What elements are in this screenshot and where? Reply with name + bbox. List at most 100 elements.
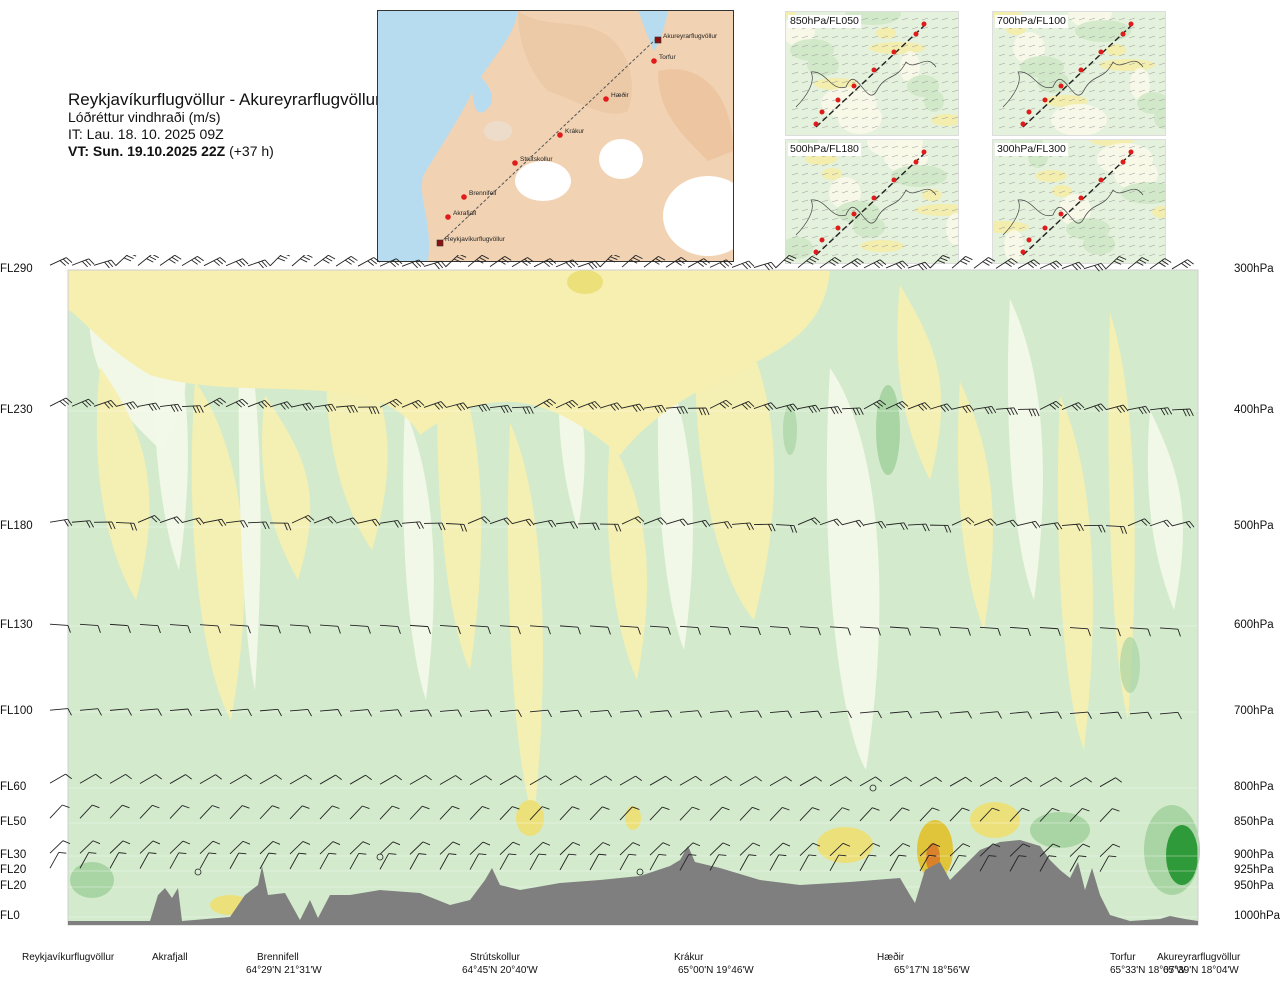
pressure-level-label: 900hPa [1234, 849, 1274, 861]
wind-barb [423, 522, 446, 531]
wind-barb [401, 521, 424, 530]
wind-barb [919, 854, 937, 872]
wind-barb [203, 257, 227, 267]
location-name: Reykjavíkurflugvöllur [22, 952, 115, 963]
location-name: Krákur [674, 952, 704, 963]
wind-barb [349, 805, 370, 820]
wind-barb [349, 841, 371, 855]
wind-barb [979, 626, 1001, 636]
wind-barb [79, 804, 100, 819]
wind-barb [93, 259, 117, 269]
wind-barb [619, 806, 640, 821]
wind-barb [599, 523, 622, 532]
wind-barb [841, 258, 864, 269]
wind-barb [199, 774, 222, 785]
pressure-level-label: 1000hPa [1234, 910, 1280, 922]
wind-barb [409, 853, 427, 870]
wind-barb [665, 406, 688, 415]
wind-barb [93, 400, 117, 409]
wind-barb [973, 257, 996, 269]
wind-barb [919, 843, 941, 857]
wind-barb [379, 853, 397, 870]
wind-barb [775, 524, 798, 533]
wind-barb [349, 709, 372, 717]
wind-barb [79, 623, 101, 633]
wind-barb [775, 403, 799, 413]
route-point-label: Hæðir [611, 91, 630, 99]
wind-barb [889, 776, 912, 787]
wind-barb [445, 402, 469, 411]
wind-barb [709, 842, 731, 856]
wind-barb [79, 708, 102, 716]
wind-barb [709, 521, 733, 529]
inset-map-svg [993, 12, 1165, 135]
wind-barb [863, 521, 887, 529]
inset-label: 300hPa/FL300 [995, 143, 1068, 156]
wind-barb [979, 807, 1000, 822]
wind-barb [919, 776, 942, 787]
route-point-label: Torfur [659, 54, 676, 61]
wind-barb [229, 708, 252, 717]
wind-barb [109, 804, 130, 819]
wind-barb [349, 774, 372, 785]
wind-barb [649, 710, 672, 718]
wind-barb [169, 840, 191, 854]
wind-barb [379, 841, 401, 855]
wind-barb [379, 805, 400, 820]
wind-barb [1069, 627, 1091, 637]
wind-barb [49, 397, 73, 407]
wind-barb [137, 515, 161, 523]
wind-barb [797, 517, 821, 526]
wind-barb [709, 710, 732, 718]
wind-barb [109, 773, 132, 784]
wind-barb [357, 406, 380, 415]
location-name: Torfur [1110, 952, 1136, 963]
wind-barb [169, 624, 191, 634]
wind-barb [889, 626, 911, 636]
inset-map: 850hPa/FL050 [785, 11, 959, 136]
wind-barb [225, 258, 249, 268]
wind-barb [619, 775, 642, 786]
wind-barb [979, 711, 1002, 719]
wind-barb [1159, 627, 1181, 637]
wind-barb [643, 404, 667, 414]
wind-barb [1009, 777, 1032, 787]
wind-barb [467, 516, 491, 524]
wind-barb [995, 407, 1018, 416]
wind-barb [169, 852, 187, 869]
wind-barb [769, 842, 791, 856]
wind-barb [1039, 400, 1063, 410]
wind-barb [919, 711, 942, 719]
wind-barb [379, 520, 403, 528]
wind-barb [529, 853, 547, 870]
wind-barb [159, 516, 183, 524]
wind-barb [995, 258, 1018, 269]
wind-barb [401, 259, 425, 269]
wind-barb [1083, 524, 1106, 533]
wind-barb [643, 517, 667, 525]
wind-barb [439, 853, 457, 870]
wind-barb [619, 853, 637, 871]
wind-barb [469, 775, 492, 785]
pressure-level-label: 700hPa [1234, 705, 1274, 717]
wind-barb [679, 775, 702, 786]
wind-barb [1009, 626, 1031, 636]
wind-barb [49, 623, 71, 633]
location-name: Akureyrarflugvöllur [1157, 952, 1241, 963]
wind-barb [739, 842, 761, 856]
wind-barb [799, 626, 821, 636]
wind-barb [979, 855, 997, 872]
wind-barb [753, 261, 777, 271]
wind-barb [109, 840, 131, 854]
wind-barb [649, 853, 667, 871]
wind-barb [225, 520, 249, 528]
route-point-marker [603, 96, 609, 102]
wind-barb [511, 518, 535, 527]
inset-label: 850hPa/FL050 [788, 15, 861, 28]
wind-barb [649, 775, 672, 786]
wind-barb [1105, 404, 1129, 414]
wind-barb [829, 710, 852, 719]
wind-barb [769, 807, 790, 821]
inset-map: 500hPa/FL180 [785, 139, 959, 264]
flight-level-label: FL130 [0, 619, 33, 631]
